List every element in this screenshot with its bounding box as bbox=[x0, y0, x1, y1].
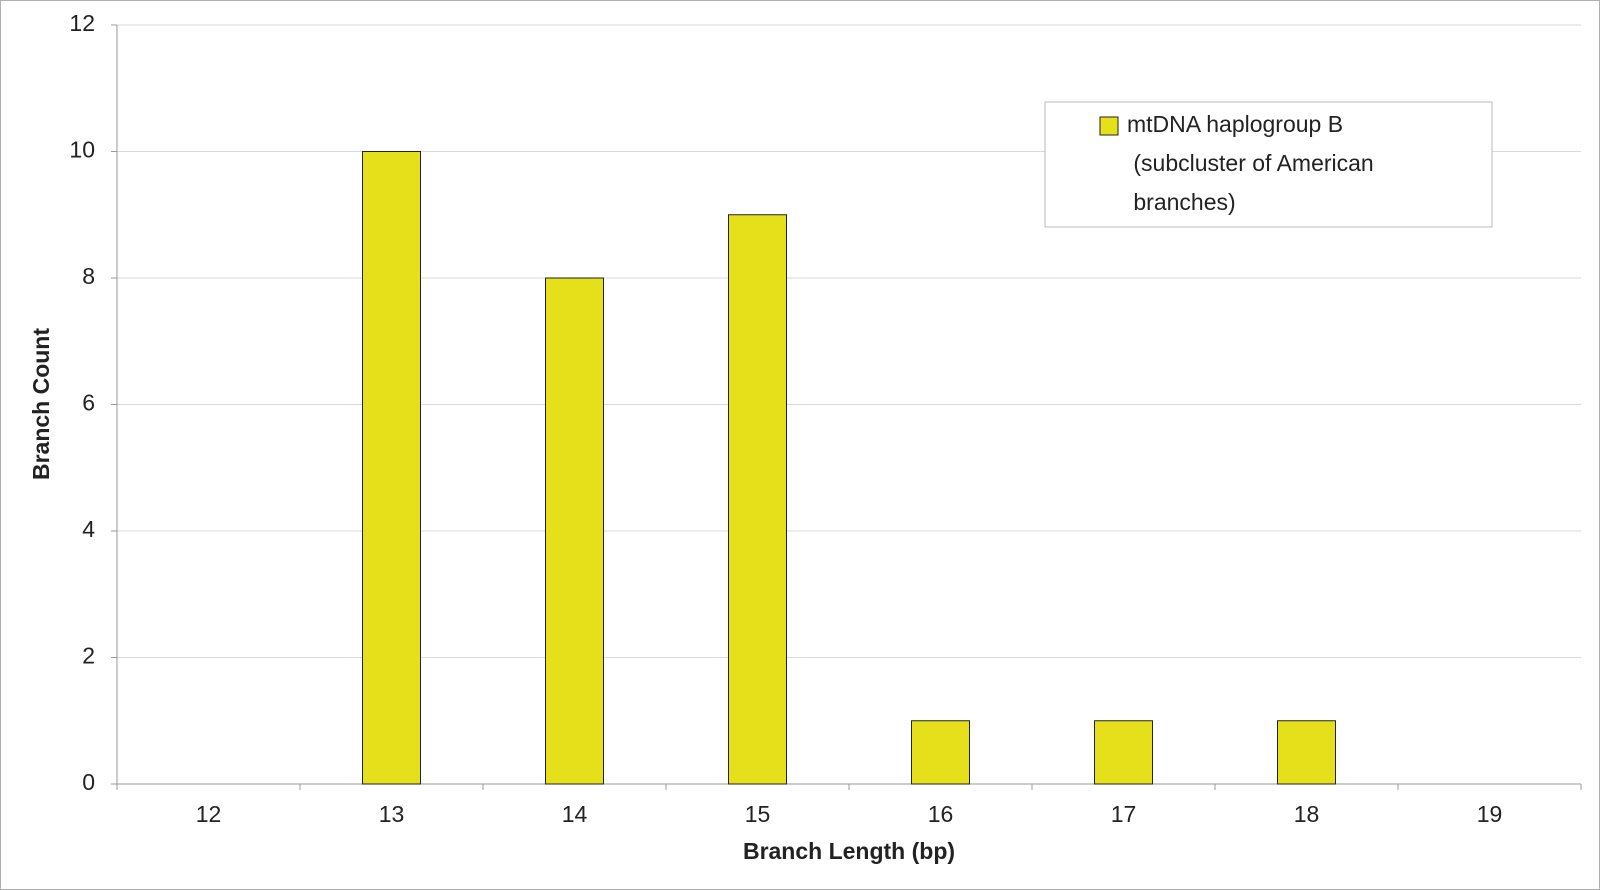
bar bbox=[1094, 720, 1153, 785]
legend-line: branches) bbox=[1127, 189, 1236, 215]
x-tick-label: 14 bbox=[562, 801, 588, 827]
legend-label: mtDNA haplogroup B (subcluster of Americ… bbox=[1127, 111, 1374, 215]
y-tick-label: 12 bbox=[69, 10, 95, 36]
bar bbox=[362, 151, 421, 785]
bar bbox=[728, 214, 787, 785]
x-tick-label: 17 bbox=[1111, 801, 1137, 827]
legend-line: (subcluster of American bbox=[1127, 150, 1374, 176]
x-axis-title: Branch Length (bp) bbox=[743, 838, 955, 864]
y-tick-label: 0 bbox=[82, 769, 95, 795]
x-tick-label: 19 bbox=[1477, 801, 1503, 827]
x-tick-label: 15 bbox=[745, 801, 771, 827]
bar bbox=[1277, 720, 1336, 785]
y-axis-title: Branch Count bbox=[28, 328, 54, 480]
x-tick-label: 16 bbox=[928, 801, 954, 827]
y-tick-label: 8 bbox=[82, 263, 95, 289]
legend-line: mtDNA haplogroup B bbox=[1127, 111, 1343, 137]
bar bbox=[545, 277, 604, 785]
y-tick-label: 10 bbox=[69, 137, 95, 163]
legend-swatch bbox=[1099, 116, 1119, 136]
y-tick-label: 4 bbox=[82, 516, 95, 542]
x-tick-label: 18 bbox=[1294, 801, 1320, 827]
legend-box bbox=[1044, 101, 1493, 228]
y-tick-label: 6 bbox=[82, 390, 95, 416]
x-tick-label: 13 bbox=[379, 801, 405, 827]
y-tick-label: 2 bbox=[82, 643, 95, 669]
bar bbox=[911, 720, 970, 785]
x-tick-label: 12 bbox=[196, 801, 222, 827]
